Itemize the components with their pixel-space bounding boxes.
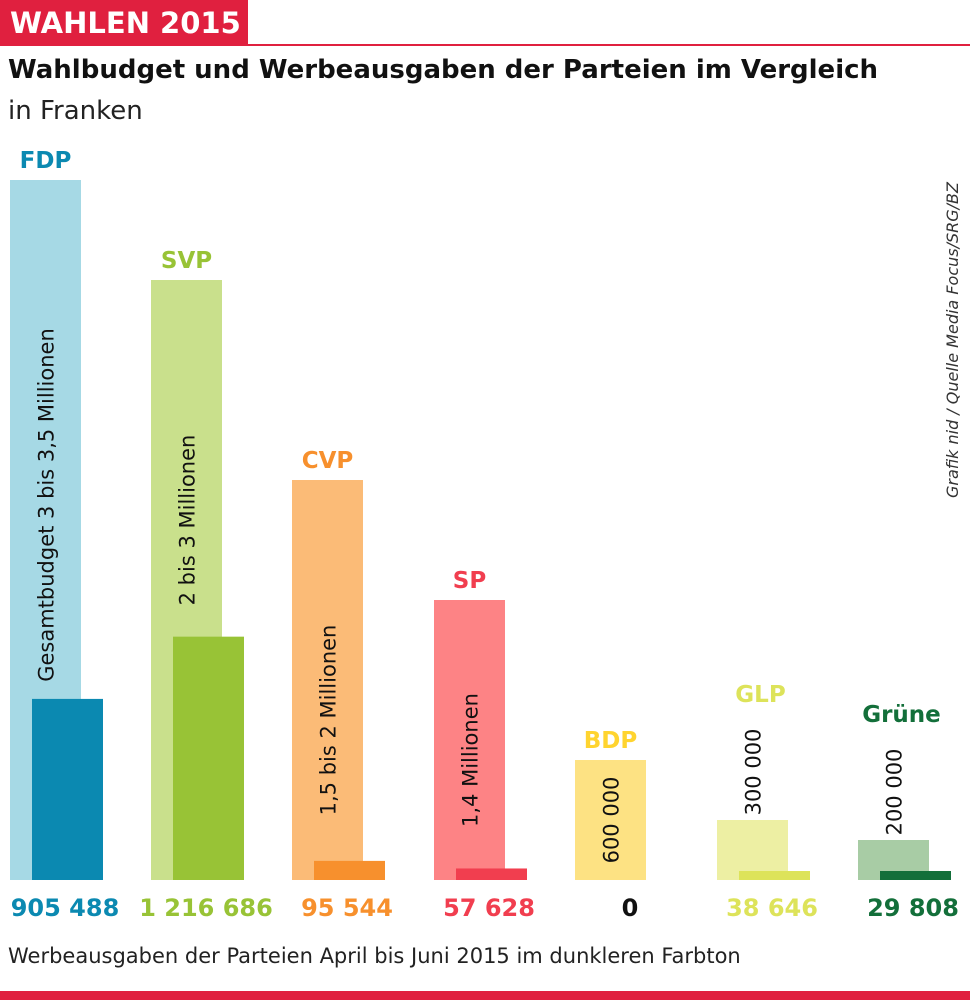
spend-bar-svp (173, 636, 244, 880)
budget-label-cvp: 1,5 bis 2 Millionen (317, 625, 341, 816)
party-label-fdp: FDP (20, 148, 72, 174)
party-label-glp: GLP (735, 682, 785, 708)
budget-label-gr-ne: 200 000 (883, 749, 907, 836)
budget-label-fdp: Gesamtbudget 3 bis 3,5 Millionen (35, 328, 59, 682)
spend-bar-sp (456, 868, 527, 880)
footnote: Werbeausgaben der Parteien April bis Jun… (8, 944, 741, 968)
spend-value-bdp: 0 (622, 894, 639, 922)
chart-subtitle: in Franken (8, 96, 143, 126)
header-rule (0, 44, 970, 46)
budget-bar-bdp (575, 760, 646, 880)
spend-value-gr-ne: 29 808 (867, 894, 959, 922)
source-credit: Grafik nid / Quelle Media Focus/SRG/BZ (943, 181, 962, 498)
budget-bar-cvp (292, 480, 363, 880)
spend-value-glp: 38 646 (726, 894, 818, 922)
party-label-gr-ne: Grüne (862, 702, 941, 728)
chart-title: Wahlbudget und Werbeausgaben der Parteie… (8, 55, 879, 85)
budget-bar-sp (434, 600, 505, 880)
budget-label-glp: 300 000 (742, 729, 766, 816)
spend-bar-fdp (32, 698, 103, 880)
footer-rule (0, 991, 970, 1000)
party-label-bdp: BDP (584, 728, 637, 754)
budget-bar-glp (717, 820, 788, 880)
party-label-sp: SP (453, 568, 486, 594)
budget-label-sp: 1,4 Millionen (459, 693, 483, 827)
spend-value-cvp: 95 544 (301, 894, 393, 922)
spend-bar-gr-ne (880, 871, 951, 880)
kicker-label: WAHLEN 2015 (0, 0, 248, 46)
spend-bar-glp (739, 871, 810, 880)
spend-value-sp: 57 628 (443, 894, 535, 922)
spend-bar-cvp (314, 860, 385, 880)
budget-label-bdp: 600 000 (600, 777, 624, 864)
spend-value-svp: 1 216 686 (139, 894, 273, 922)
party-label-cvp: CVP (302, 448, 354, 474)
party-label-svp: SVP (161, 248, 212, 274)
budget-label-svp: 2 bis 3 Millionen (176, 435, 200, 606)
spend-value-fdp: 905 488 (11, 894, 120, 922)
